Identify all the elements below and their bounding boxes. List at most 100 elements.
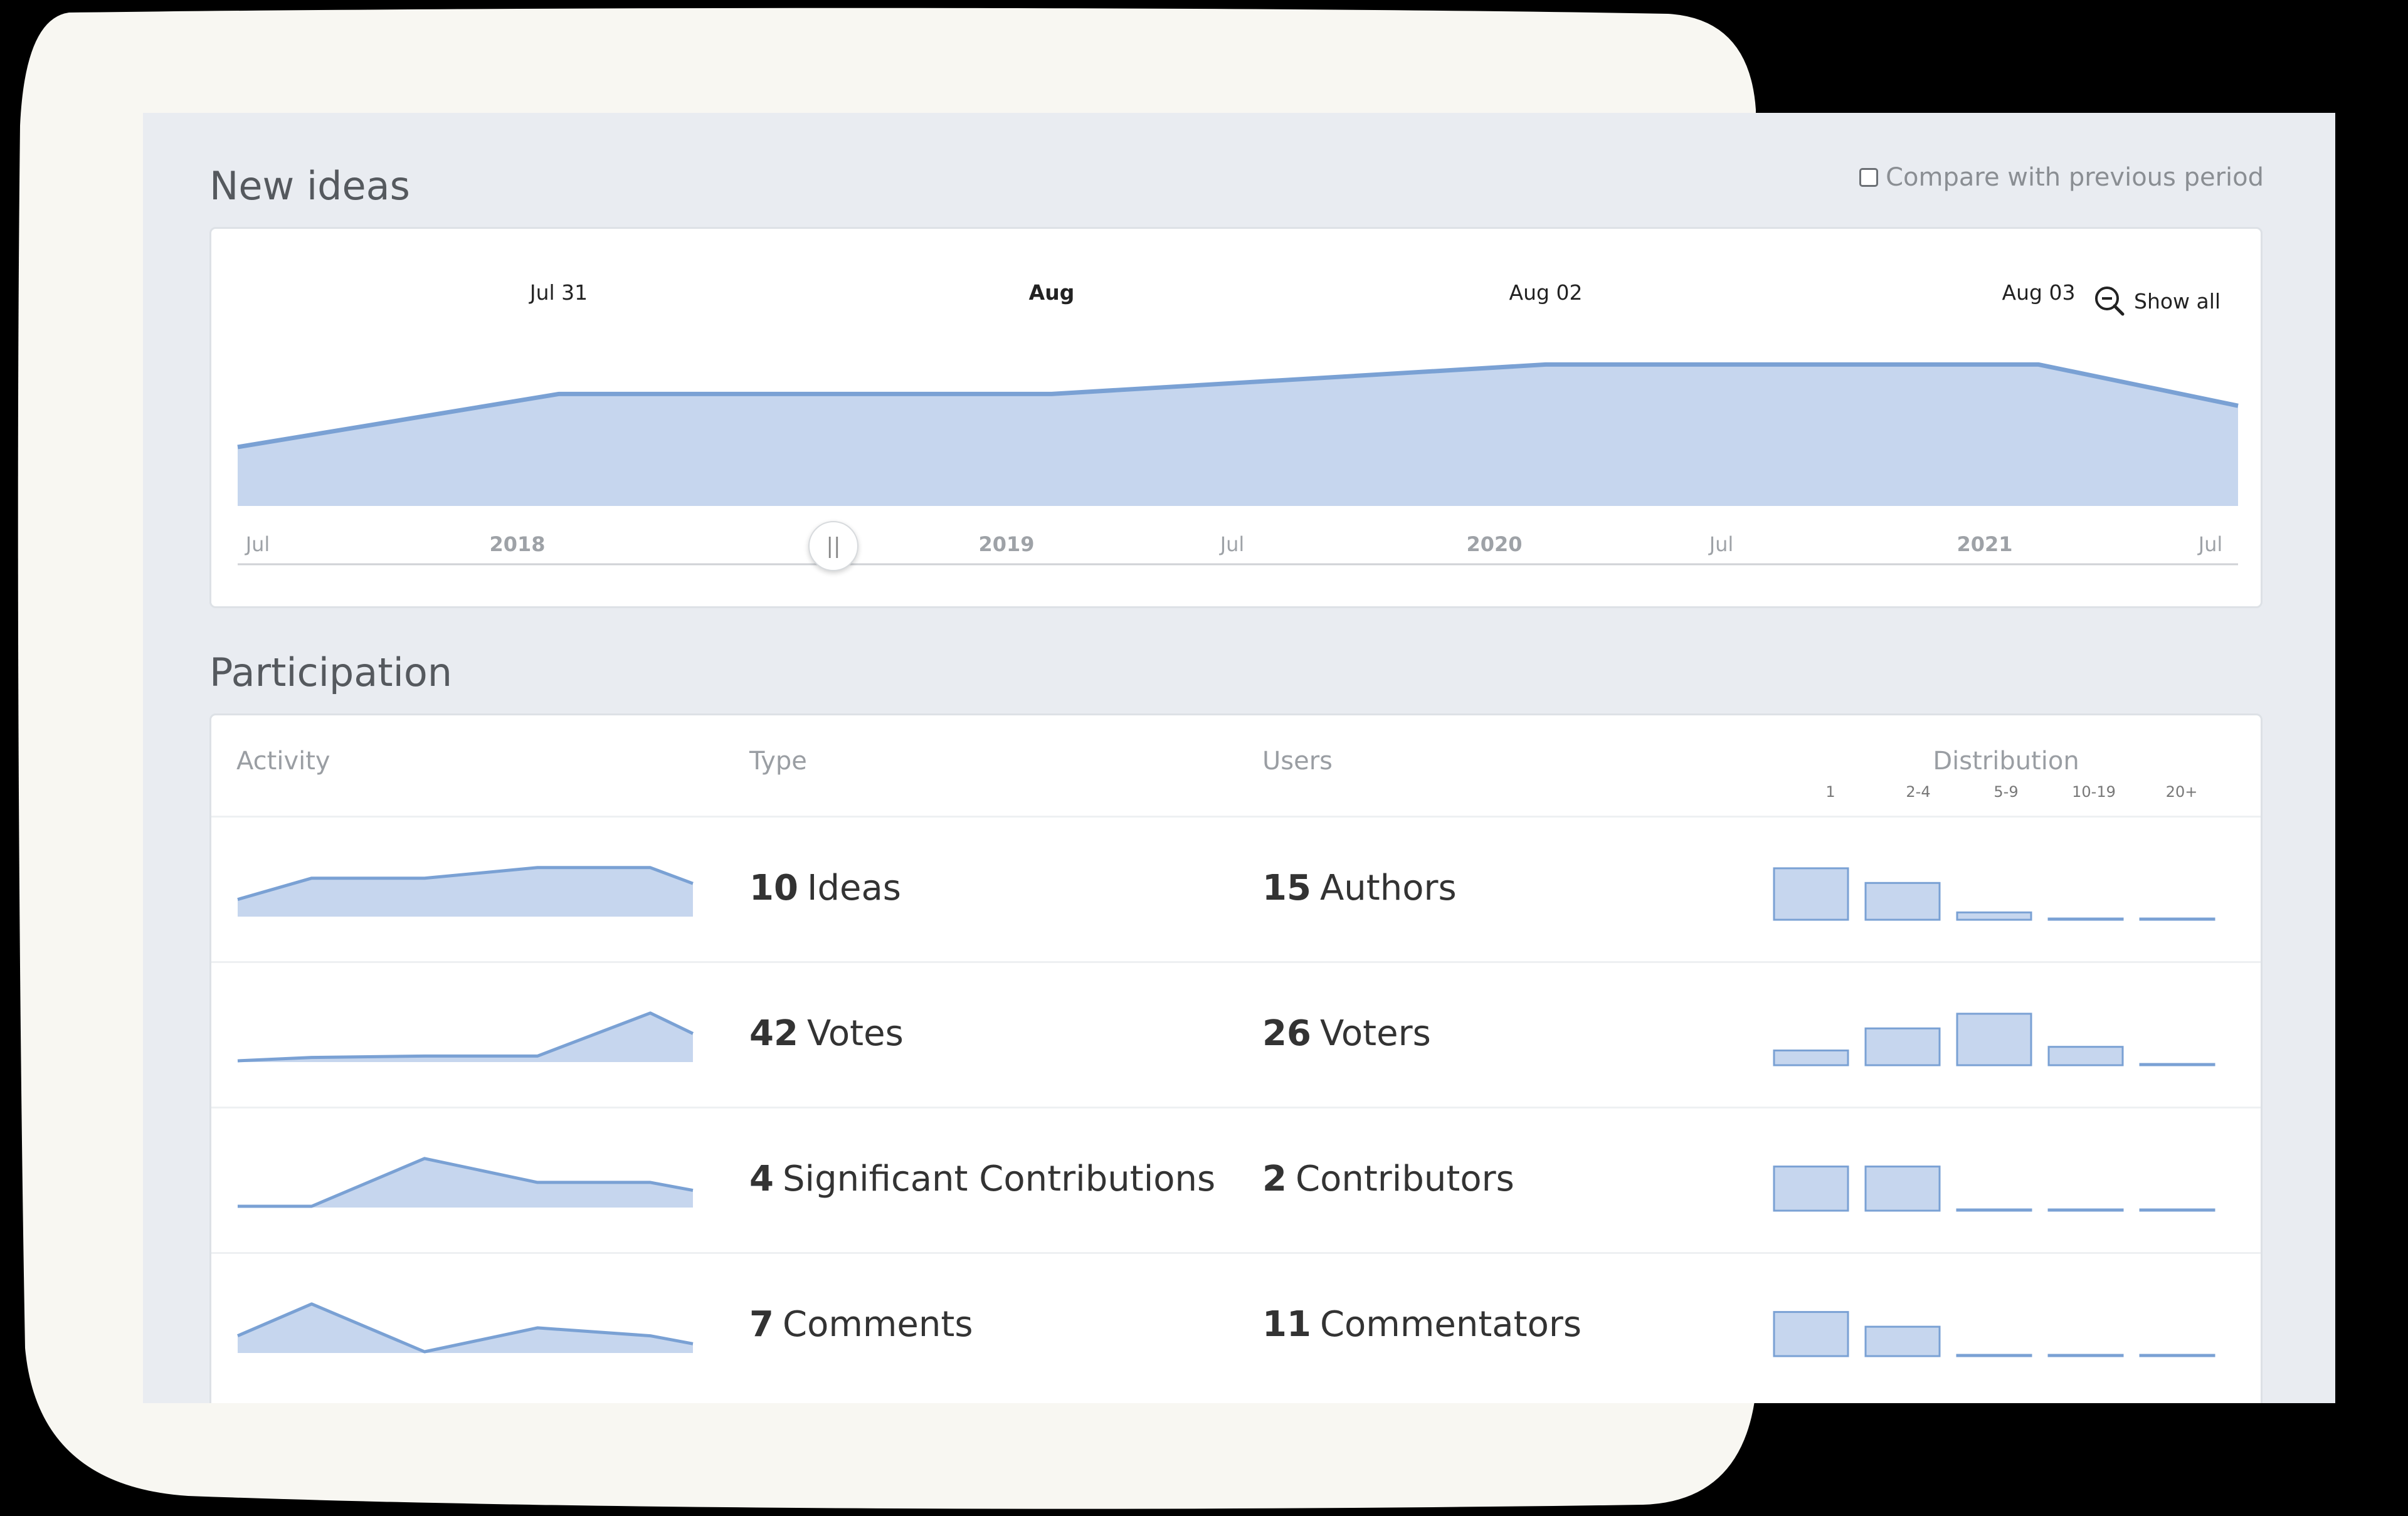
distribution-bar [1773, 1311, 1849, 1357]
type-label: Ideas [806, 868, 901, 908]
distribution-bar [1864, 1325, 1941, 1357]
users-label: Voters [1319, 1013, 1431, 1054]
distribution-chart [1773, 867, 2215, 921]
participation-row: 42 Votes 26 Voters [211, 961, 2261, 1108]
type-stat: 7 Comments [749, 1304, 973, 1345]
activity-area [238, 1013, 693, 1062]
type-count: 10 [749, 868, 798, 908]
activity-line [237, 1011, 694, 1063]
main-tick-label: Aug 02 [1509, 280, 1583, 305]
main-tick-label: Aug [1028, 280, 1075, 305]
distribution-bar [2047, 1208, 2124, 1212]
activity-line [237, 1302, 694, 1354]
distribution-bin-label: 10-19 [2072, 783, 2116, 801]
distribution-bin-label: 1 [1825, 783, 1835, 801]
navigator-handle[interactable]: || [808, 521, 858, 571]
type-label: Votes [806, 1013, 904, 1054]
type-label: Comments [782, 1304, 973, 1345]
distribution-bar [1773, 1050, 1849, 1066]
users-column-header: Users [1262, 747, 1333, 776]
distribution-column-header: Distribution [1933, 747, 2079, 776]
type-count: 7 [749, 1304, 774, 1345]
navigator-tick-label: 2019 [978, 532, 1035, 556]
distribution-bar [2139, 1208, 2215, 1212]
compare-checkbox[interactable] [1859, 168, 1879, 187]
type-label: Significant Contributions [782, 1159, 1216, 1199]
compare-label: Compare with previous period [1886, 163, 2264, 192]
activity-sparkline [237, 866, 694, 917]
users-label: Commentators [1319, 1304, 1582, 1345]
participation-row: 4 Significant Contributions 2 Contributors [211, 1107, 2261, 1254]
users-stat: 2 Contributors [1262, 1159, 1514, 1199]
distribution-bar [2047, 917, 2124, 921]
activity-line [238, 1157, 694, 1208]
distribution-bar [1956, 1208, 2032, 1212]
show-all-button[interactable]: Show all [2093, 284, 2221, 318]
new-ideas-area-chart [237, 362, 2239, 566]
users-stat: 15 Authors [1262, 868, 1457, 908]
new-ideas-area [238, 364, 2238, 506]
participation-row: 10 Ideas 15 Authors [211, 816, 2261, 963]
navigator-tick-label: 2020 [1466, 532, 1523, 556]
type-stat: 42 Votes [749, 1013, 904, 1054]
navigator-tick-label: 2018 [489, 532, 546, 556]
new-ideas-line [237, 362, 2239, 450]
distribution-bar [2139, 917, 2215, 921]
type-stat: 10 Ideas [749, 868, 901, 908]
distribution-bar [1864, 882, 1941, 921]
users-count: 2 [1262, 1159, 1287, 1199]
main-tick-label: Aug 03 [2002, 280, 2076, 305]
activity-area [238, 1303, 693, 1353]
navigator-tick-label: Jul [2198, 532, 2223, 556]
navigator-tick-label: Jul [245, 532, 270, 556]
activity-sparkline [237, 1011, 694, 1063]
new-ideas-title: New ideas [209, 163, 410, 209]
navigator-tick-label: Jul [1220, 532, 1245, 556]
type-stat: 4 Significant Contributions [749, 1159, 1215, 1199]
distribution-bin-label: 20+ [2165, 783, 2198, 801]
users-stat: 26 Voters [1262, 1013, 1431, 1054]
activity-area [238, 1158, 693, 1208]
distribution-chart [1773, 1311, 2215, 1357]
distribution-bar [2047, 1046, 2124, 1066]
users-stat: 11 Commentators [1262, 1304, 1582, 1345]
new-ideas-chart-card: Jul 31 Aug Aug 02 Aug 03 Show all Jul 2018 20… [209, 227, 2263, 608]
activity-area [238, 867, 693, 917]
participation-title: Participation [209, 650, 453, 695]
participation-card: Activity Type Users Distribution 1 2-4 5-9… [209, 713, 2263, 1403]
zoom-out-icon [2095, 287, 2125, 316]
users-label: Contributors [1295, 1159, 1514, 1199]
distribution-chart [1773, 1166, 2215, 1212]
participation-row: 7 Comments 11 Commentators [211, 1252, 2261, 1399]
distribution-bar [2139, 1354, 2215, 1357]
navigator-tick-label: Jul [1709, 532, 1734, 556]
navigator-tick-label: 2021 [1956, 532, 2013, 556]
analytics-panel: New ideas Compare with previous period J… [143, 113, 2335, 1403]
distribution-bar [2139, 1063, 2215, 1066]
activity-line [237, 866, 694, 902]
users-count: 26 [1262, 1013, 1311, 1054]
activity-column-header: Activity [236, 747, 330, 776]
show-all-label: Show all [2134, 288, 2221, 313]
users-count: 11 [1262, 1304, 1311, 1345]
distribution-bar [1864, 1027, 1941, 1066]
distribution-bar [1864, 1166, 1941, 1212]
distribution-bar [1773, 867, 1849, 921]
users-label: Authors [1319, 868, 1457, 908]
users-count: 15 [1262, 868, 1311, 908]
type-count: 42 [749, 1013, 798, 1054]
distribution-bar [1956, 1013, 2032, 1066]
type-column-header: Type [749, 747, 807, 776]
distribution-bin-label: 5-9 [1993, 783, 2019, 801]
activity-sparkline [237, 1302, 694, 1354]
compare-toggle[interactable]: Compare with previous period [1859, 163, 2264, 192]
distribution-bar [1956, 1354, 2032, 1357]
distribution-bar [1773, 1166, 1849, 1212]
type-count: 4 [749, 1159, 774, 1199]
distribution-bar [1956, 911, 2032, 921]
main-tick-label: Jul 31 [529, 280, 588, 305]
activity-sparkline [238, 1157, 694, 1208]
distribution-chart [1773, 1013, 2215, 1066]
distribution-bin-label: 2-4 [1906, 783, 1931, 801]
distribution-bar [2047, 1354, 2124, 1357]
